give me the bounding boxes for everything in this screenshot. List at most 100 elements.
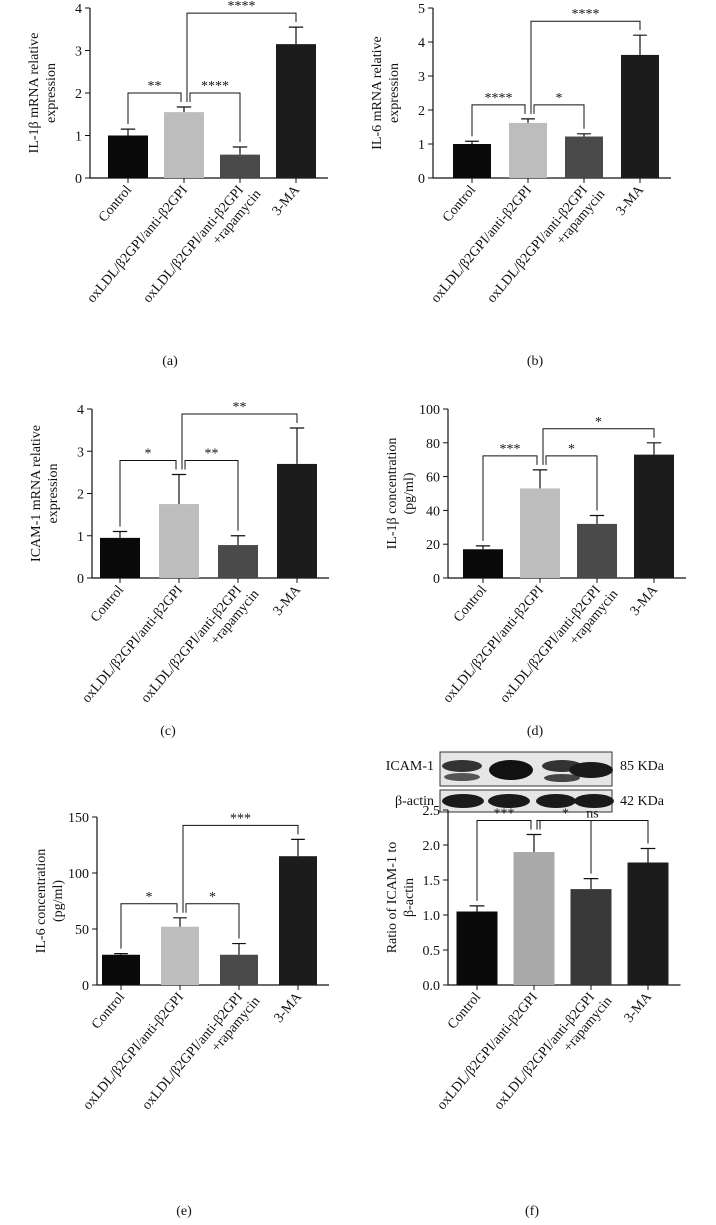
significance-bracket bbox=[186, 12, 297, 103]
error-bar bbox=[521, 118, 535, 123]
x-tick-label: oxLDL/β2GPI/anti-β2GPI bbox=[80, 990, 187, 1113]
y-tick-label: 0 bbox=[433, 572, 440, 587]
x-tick-label-line: oxLDL/β2GPI/anti-β2GPI bbox=[140, 183, 247, 306]
significance-label: * bbox=[209, 890, 216, 905]
y-tick-label: 2 bbox=[75, 87, 82, 102]
bar bbox=[621, 54, 659, 178]
error-bar bbox=[640, 847, 656, 863]
y-tick-label: 60 bbox=[426, 471, 440, 486]
y-tick-label: 1.5 bbox=[423, 874, 441, 889]
significance-label: **** bbox=[201, 79, 229, 94]
y-tick-label: 0 bbox=[82, 979, 89, 994]
bar bbox=[570, 889, 612, 985]
error-bar bbox=[230, 535, 246, 546]
blot-label: β-actin bbox=[395, 794, 434, 809]
x-tick-label: oxLDL/β2GPI/anti-β2GPI+rapamycin bbox=[497, 577, 621, 716]
significance-label: *** bbox=[230, 811, 251, 826]
y-tick-label: 1 bbox=[77, 530, 84, 545]
x-tick-label: oxLDL/β2GPI/anti-β2GPI bbox=[428, 183, 535, 306]
error-bar bbox=[577, 133, 591, 137]
y-axis-label-line: IL-1β concentration bbox=[385, 438, 400, 550]
significance-bracket bbox=[482, 455, 538, 541]
bar bbox=[627, 862, 669, 985]
blot-band bbox=[442, 794, 484, 808]
significance-bracket bbox=[184, 459, 239, 531]
error-bar bbox=[112, 530, 128, 538]
y-axis-label-line: Ratio of ICAM-1 to bbox=[385, 842, 400, 954]
bar bbox=[634, 454, 674, 578]
y-tick-label: 0.0 bbox=[423, 979, 441, 994]
significance-bracket bbox=[542, 428, 655, 465]
significance-bracket bbox=[189, 92, 241, 142]
error-bar bbox=[583, 878, 599, 890]
significance-bracket bbox=[181, 413, 298, 470]
significance-label: ** bbox=[233, 400, 247, 415]
error-bar bbox=[173, 917, 187, 927]
panel-label: (c) bbox=[160, 724, 176, 739]
significance-bracket bbox=[476, 820, 532, 901]
blot-band bbox=[569, 762, 613, 778]
error-bar bbox=[232, 146, 248, 155]
panel-label: (d) bbox=[527, 724, 544, 739]
error-bar bbox=[120, 128, 136, 136]
x-tick-label: Control bbox=[440, 183, 479, 225]
x-tick-label: oxLDL/β2GPI/anti-β2GPI+rapamycin bbox=[138, 577, 262, 716]
bar bbox=[277, 463, 317, 578]
x-tick-label: oxLDL/β2GPI/anti-β2GPI bbox=[84, 183, 191, 306]
error-bar bbox=[526, 833, 542, 852]
significance-bracket bbox=[530, 20, 641, 114]
y-tick-label: 40 bbox=[426, 504, 440, 519]
significance-bracket bbox=[185, 903, 240, 939]
significance-label: * bbox=[145, 446, 152, 461]
error-bar bbox=[176, 106, 192, 113]
x-tick-label-line: oxLDL/β2GPI/anti-β2GPI bbox=[497, 583, 604, 706]
significance-label: **** bbox=[485, 91, 513, 106]
y-axis-label-line: ICAM-1 mRNA relative bbox=[29, 425, 44, 562]
significance-label: * bbox=[562, 807, 569, 822]
y-tick-label: 3 bbox=[77, 445, 84, 460]
blot-band bbox=[544, 774, 580, 782]
y-tick-label: 1 bbox=[418, 138, 425, 153]
significance-bracket bbox=[471, 104, 526, 137]
x-tick-label: 3-MA bbox=[628, 582, 662, 619]
x-tick-label: 3-MA bbox=[270, 182, 304, 219]
significance-label: **** bbox=[572, 7, 600, 22]
x-tick-label: oxLDL/β2GPI/anti-β2GPI bbox=[440, 583, 547, 706]
y-tick-label: 3 bbox=[75, 45, 82, 60]
error-bar bbox=[532, 469, 548, 489]
y-axis-label: IL-1β concentration (pg/ml) bbox=[385, 438, 417, 550]
x-tick-label: oxLDL/β2GPI/anti-β2GPI+rapamycin bbox=[139, 984, 263, 1123]
x-tick-label: Control bbox=[96, 183, 135, 225]
chart-panel: 0 1 2 3 4 IL-1β mRNA relative expression Contro… bbox=[27, 0, 328, 369]
y-tick-label: 20 bbox=[426, 538, 440, 553]
bar bbox=[453, 144, 491, 178]
significance-label: ns bbox=[586, 807, 598, 822]
western-blot bbox=[439, 751, 614, 813]
error-bar bbox=[288, 26, 304, 45]
y-axis-label-line: expression bbox=[387, 63, 402, 123]
y-axis-label-line: (pg/ml) bbox=[402, 472, 417, 514]
y-axis-label-line: IL-6 concentration bbox=[34, 849, 49, 954]
y-axis-label: Ratio of ICAM-1 to β-actin bbox=[385, 842, 417, 954]
y-axis-label: ICAM-1 mRNA relative expression bbox=[29, 425, 61, 562]
y-axis-label: IL-6 mRNA relative expression bbox=[370, 36, 402, 150]
bar bbox=[159, 504, 199, 578]
error-bar bbox=[291, 838, 305, 857]
significance-label: **** bbox=[228, 0, 256, 14]
x-tick-label: Control bbox=[451, 583, 490, 625]
blot-band bbox=[536, 794, 576, 808]
x-tick-label: Control bbox=[89, 990, 128, 1032]
x-tick-label: 3-MA bbox=[271, 582, 305, 619]
bar bbox=[218, 545, 258, 578]
significance-bracket bbox=[127, 92, 182, 125]
bar bbox=[276, 44, 316, 178]
significance-label: * bbox=[595, 415, 602, 430]
y-tick-label: 80 bbox=[426, 437, 440, 452]
bar bbox=[463, 549, 503, 578]
x-tick-label-line: oxLDL/β2GPI/anti-β2GPI bbox=[484, 183, 591, 306]
chart-panel: 0 1 2 3 4 ICAM-1 mRNA relative expression Contr… bbox=[29, 400, 329, 739]
x-tick-label: 3-MA bbox=[272, 989, 306, 1026]
y-tick-label: 3 bbox=[418, 70, 425, 85]
x-tick-label: 3-MA bbox=[622, 989, 656, 1026]
